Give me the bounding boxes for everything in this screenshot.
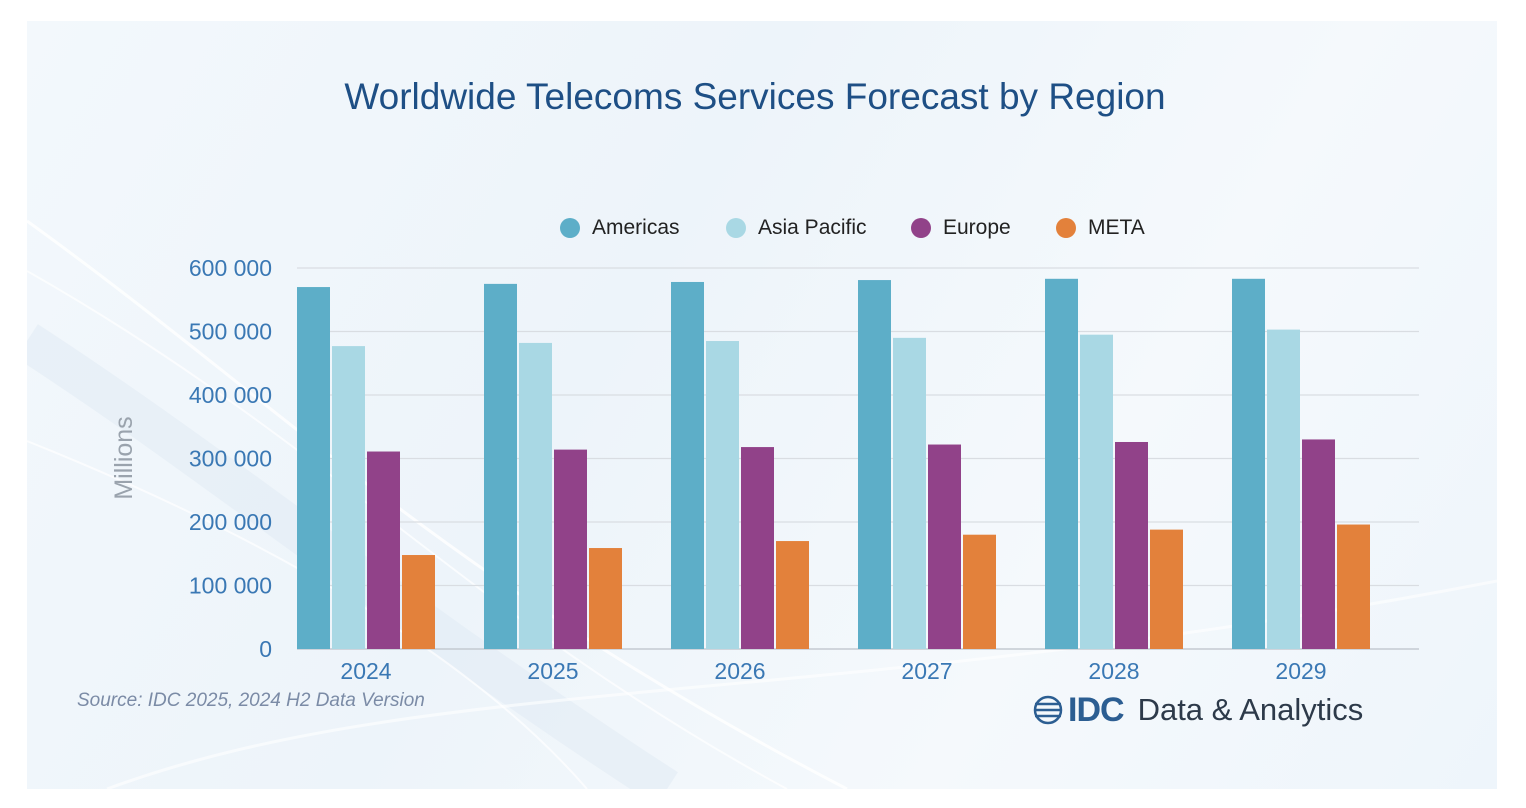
y-tick-label: 400 000 — [189, 382, 272, 408]
x-tick-label: 2028 — [1088, 658, 1139, 684]
legend-marker-europe — [911, 218, 931, 238]
y-tick-label: 0 — [259, 636, 272, 662]
legend-label: META — [1088, 216, 1145, 239]
bar-europe-2025 — [554, 449, 587, 649]
legend-marker-meta — [1056, 218, 1076, 238]
legend-label: Americas — [592, 216, 680, 239]
bar-meta-2026 — [776, 541, 809, 649]
bar-europe-2027 — [928, 444, 961, 649]
brand-logo: IDC Data & Analytics — [1032, 688, 1363, 732]
y-tick-label: 600 000 — [189, 255, 272, 281]
bar-asia-pacific-2028 — [1080, 334, 1113, 649]
bar-meta-2028 — [1150, 529, 1183, 649]
bar-asia-pacific-2029 — [1267, 329, 1300, 649]
x-tick-label: 2027 — [901, 658, 952, 684]
bars — [297, 278, 1370, 649]
y-tick-label: 100 000 — [189, 573, 272, 599]
y-axis-label: Millions — [110, 416, 138, 499]
bar-meta-2024 — [402, 555, 435, 649]
y-tick-label: 500 000 — [189, 319, 272, 345]
x-tick-label: 2025 — [527, 658, 578, 684]
legend-label: Asia Pacific — [758, 216, 867, 239]
brand-suffix: Data & Analytics — [1137, 692, 1364, 727]
y-tick-label: 200 000 — [189, 509, 272, 535]
bar-americas-2029 — [1232, 278, 1265, 649]
x-tick-label: 2024 — [340, 658, 391, 684]
bar-asia-pacific-2027 — [893, 337, 926, 649]
bar-americas-2027 — [858, 280, 891, 649]
bar-meta-2027 — [963, 534, 996, 649]
x-tick-label: 2029 — [1275, 658, 1326, 684]
bar-meta-2029 — [1337, 524, 1370, 649]
bar-asia-pacific-2026 — [706, 341, 739, 649]
bar-asia-pacific-2024 — [332, 346, 365, 649]
bar-asia-pacific-2025 — [519, 342, 552, 649]
bar-meta-2025 — [589, 548, 622, 649]
idc-globe-icon — [1033, 695, 1063, 725]
brand-logo-text: IDC — [1068, 690, 1125, 729]
y-axis: 0 100 000 200 000 300 000 400 000 500 000 600 … — [189, 255, 272, 662]
bar-europe-2024 — [367, 451, 400, 649]
source-note: Source: IDC 2025, 2024 H2 Data Version — [77, 690, 425, 711]
bar-americas-2026 — [671, 281, 704, 649]
legend-label: Europe — [943, 216, 1011, 239]
legend: Americas Asia Pacific Europe META — [560, 216, 1145, 239]
bar-europe-2028 — [1115, 441, 1148, 649]
x-axis: 2024 2025 2026 2027 2028 2029 — [340, 658, 1326, 684]
x-tick-label: 2026 — [714, 658, 765, 684]
chart-title: Worldwide Telecoms Services Forecast by … — [344, 76, 1166, 117]
bar-americas-2028 — [1045, 278, 1078, 649]
bar-europe-2026 — [741, 447, 774, 649]
bar-europe-2029 — [1302, 439, 1335, 649]
legend-marker-asia-pacific — [726, 218, 746, 238]
y-tick-label: 300 000 — [189, 446, 272, 472]
bar-americas-2024 — [297, 287, 330, 649]
bar-americas-2025 — [484, 283, 517, 649]
legend-marker-americas — [560, 218, 580, 238]
